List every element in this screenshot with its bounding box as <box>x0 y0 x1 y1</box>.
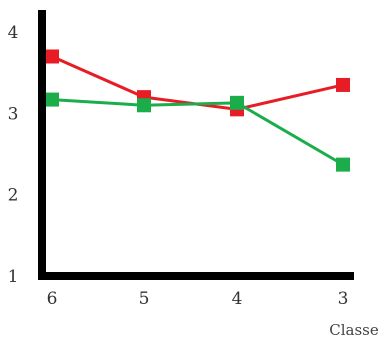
data-point <box>336 77 350 92</box>
series-1 <box>45 49 350 117</box>
y-axis-ticks: 1 2 3 4 <box>8 23 19 287</box>
series-layer <box>45 49 350 172</box>
y-tick-label: 4 <box>8 23 19 43</box>
x-tick-label: 5 <box>139 289 150 309</box>
x-tick-label: 4 <box>232 289 243 309</box>
data-point <box>230 95 244 110</box>
x-tick-label: 6 <box>47 289 58 309</box>
data-point <box>336 157 350 172</box>
data-point <box>137 98 151 113</box>
series-2 <box>45 92 350 172</box>
y-tick-label: 3 <box>8 104 19 124</box>
x-axis-title: Classe <box>329 321 379 338</box>
data-point <box>45 92 59 107</box>
y-tick-label: 2 <box>8 186 19 206</box>
x-axis-ticks: 6 5 4 3 <box>47 289 349 309</box>
data-point <box>45 49 59 64</box>
x-tick-label: 3 <box>338 289 349 309</box>
y-tick-label: 1 <box>8 267 19 287</box>
series-line <box>51 98 344 166</box>
